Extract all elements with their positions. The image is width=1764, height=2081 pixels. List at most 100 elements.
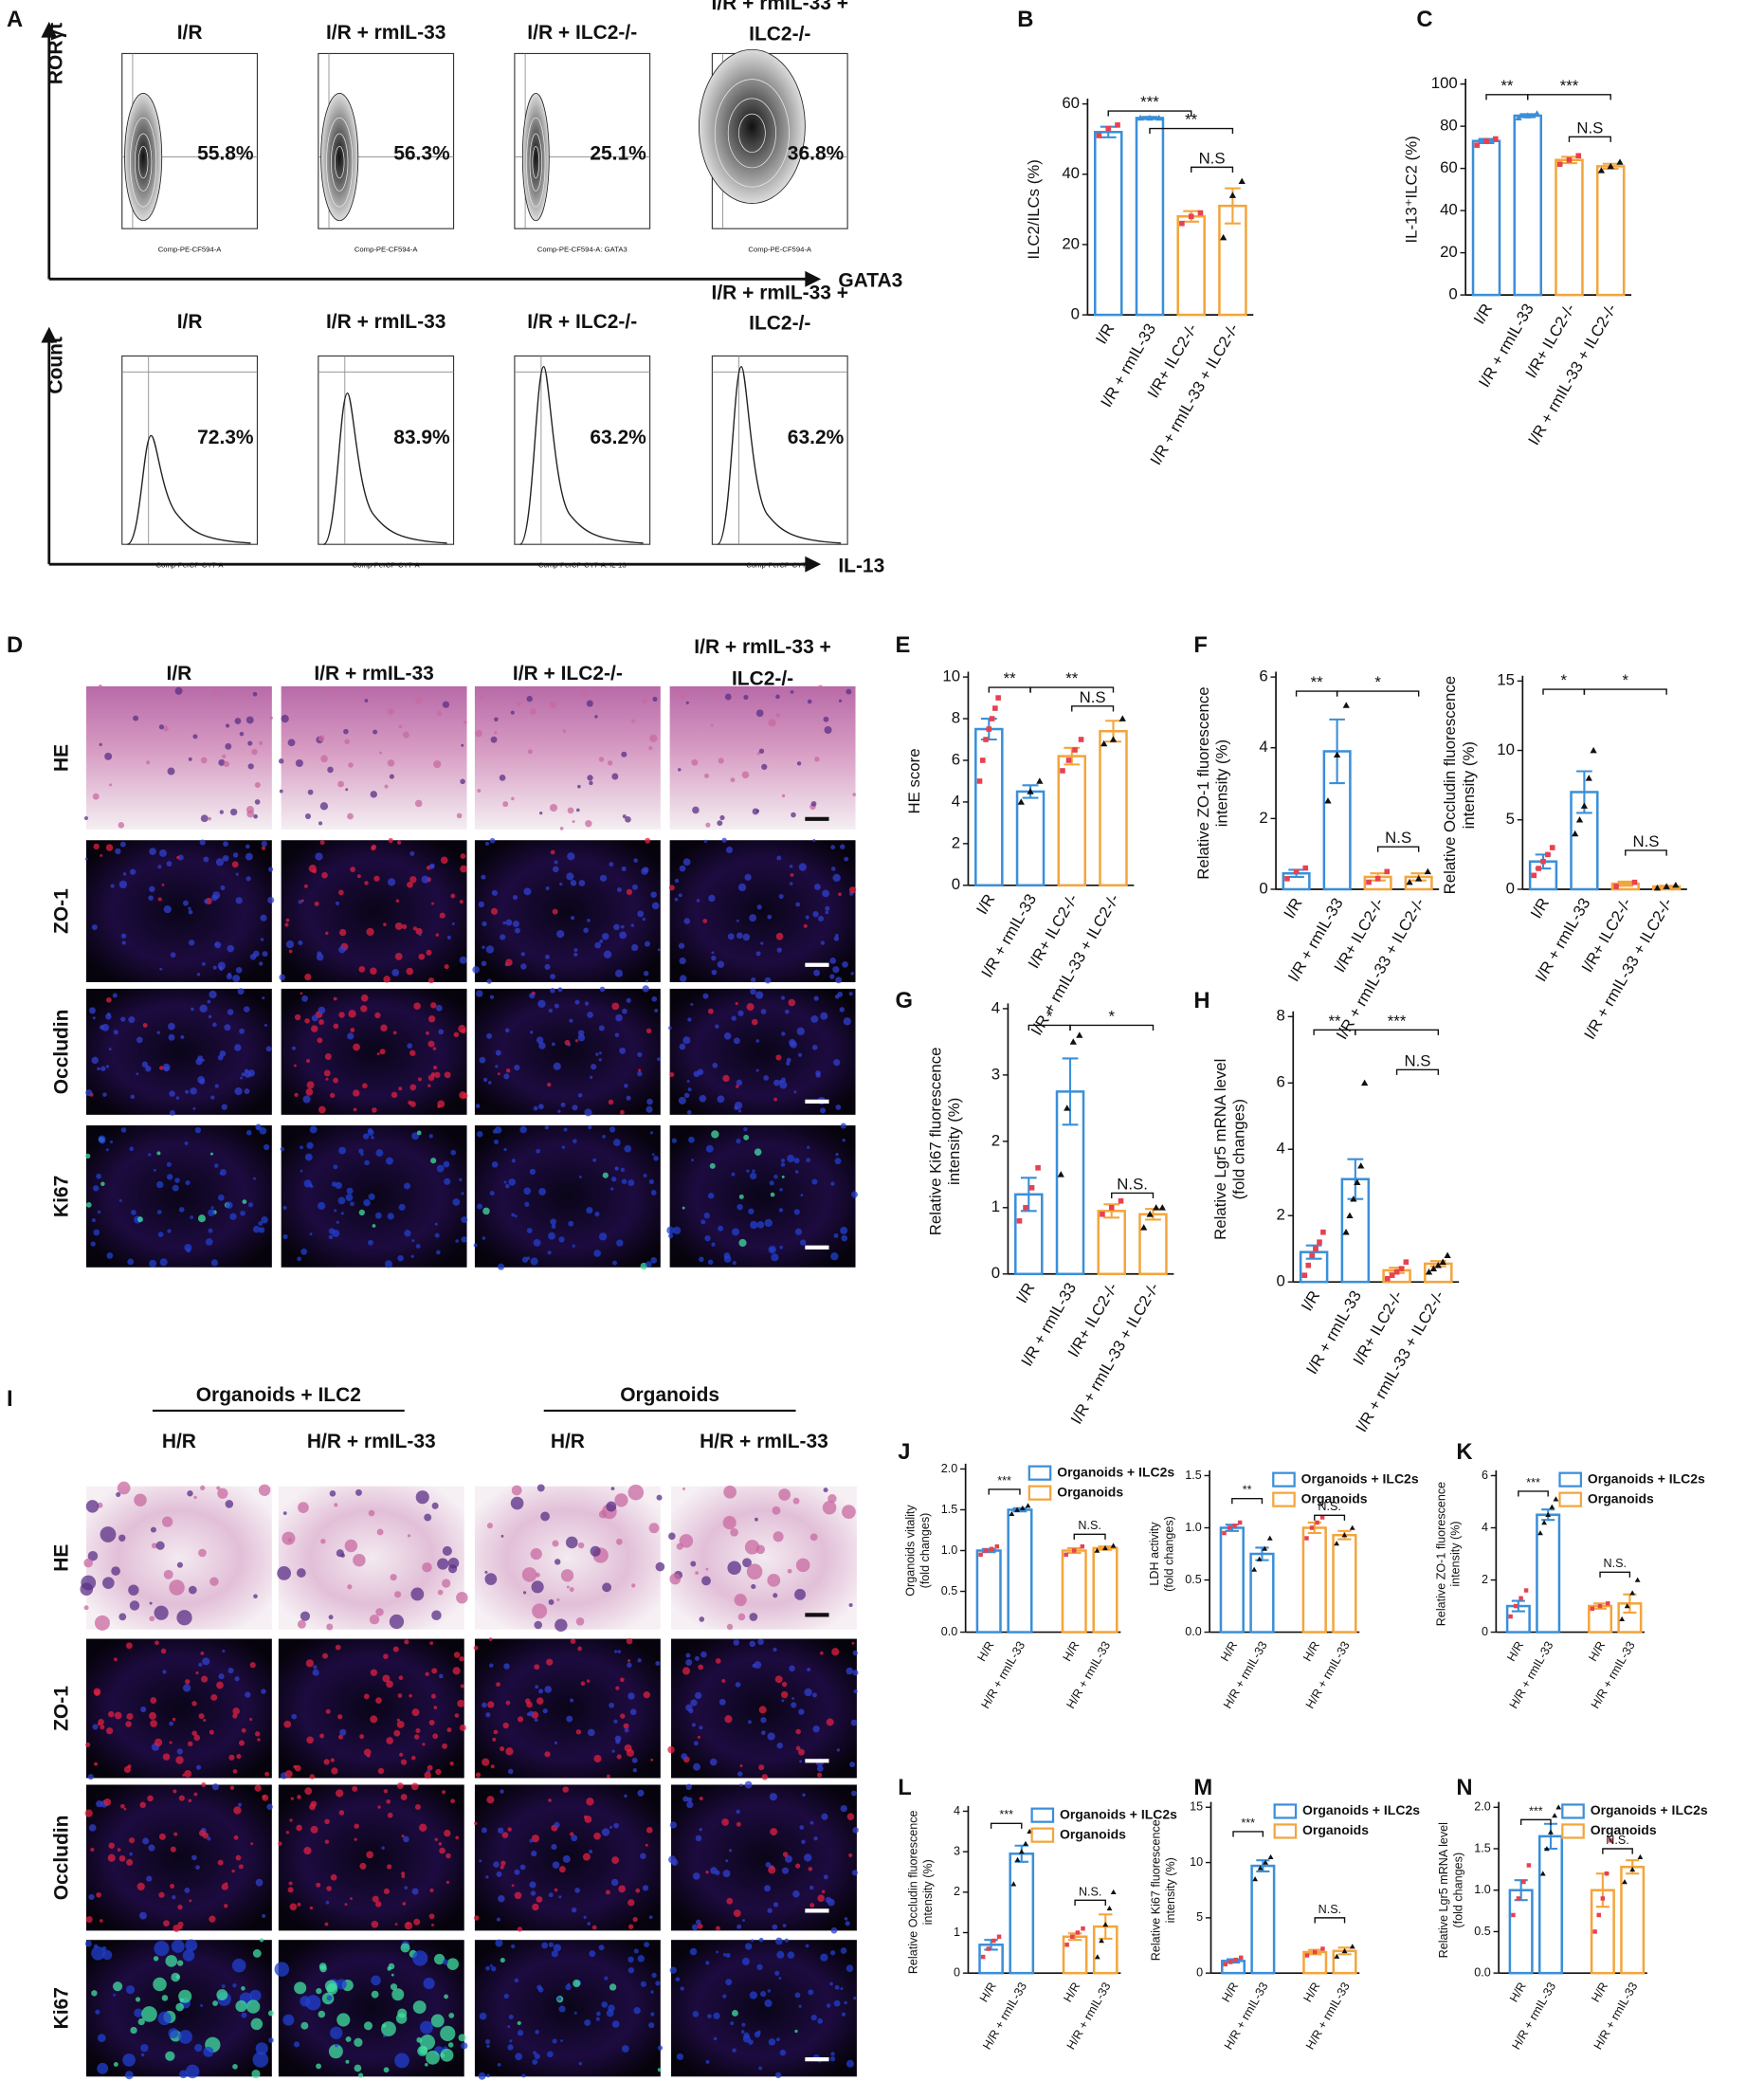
image-speckle [787, 1154, 795, 1163]
x-tick-label: I/R [1092, 320, 1118, 347]
significance-bracket [1191, 166, 1234, 173]
image-speckle [376, 1528, 384, 1536]
image-speckle [624, 1144, 632, 1153]
image-speckle [784, 1854, 792, 1863]
image-speckle [837, 992, 844, 997]
histology-image [472, 837, 661, 984]
image-speckle [548, 1008, 554, 1013]
image-speckle [761, 1730, 766, 1736]
axis-channel-label: Comp-PE-CF594-A: GATA3 [537, 246, 627, 254]
data-point [989, 1546, 994, 1552]
data-point [1545, 851, 1551, 858]
image-speckle [458, 1025, 466, 1033]
image-speckle [321, 871, 328, 879]
image-speckle [128, 1016, 136, 1024]
image-speckle [779, 1081, 788, 1089]
data-point [1179, 220, 1185, 227]
legend-label: Organoids + ILC2s [1302, 1802, 1420, 1817]
image-speckle [505, 919, 513, 926]
image-speckle [535, 2029, 539, 2035]
image-speckle [457, 1699, 465, 1707]
image-speckle [778, 1208, 784, 1213]
image-speckle [216, 1989, 228, 2000]
image-speckle [201, 1058, 205, 1062]
image-speckle [354, 2064, 362, 2072]
image-speckle [652, 696, 658, 703]
image-speckle [789, 882, 793, 885]
image-speckle [750, 988, 756, 995]
image-speckle [157, 2011, 172, 2026]
image-speckle [440, 856, 448, 865]
image-speckle [88, 1824, 97, 1832]
y-tick-label: 60 [1440, 158, 1458, 176]
image-speckle [796, 761, 802, 766]
image-speckle [812, 911, 819, 918]
image-speckle [231, 861, 239, 868]
image-speckle [782, 1852, 789, 1857]
image-speckle [611, 1002, 620, 1011]
image-speckle [310, 1800, 318, 1808]
image-speckle [494, 717, 499, 722]
image-speckle [653, 1156, 659, 1161]
image-speckle [681, 1753, 688, 1761]
image-background [671, 1940, 857, 2077]
image-speckle [157, 897, 162, 902]
y-tick-label: 0.5 [1474, 1925, 1491, 1938]
y-tick-label: 100 [1431, 74, 1458, 92]
image-speckle [389, 1614, 405, 1630]
image-speckle [253, 1177, 256, 1180]
significance-bracket [1485, 94, 1529, 100]
image-speckle [572, 1908, 577, 1913]
image-speckle [161, 1995, 169, 2001]
x-tick-label: I/R [1298, 1287, 1323, 1314]
image-speckle [124, 2071, 134, 2080]
image-speckle [803, 923, 808, 928]
image-speckle [640, 1853, 646, 1859]
image-speckle [92, 1724, 99, 1730]
image-speckle [786, 1057, 791, 1063]
arrow-head [41, 21, 58, 38]
image-speckle [91, 924, 98, 931]
gate-percent: 36.8% [788, 142, 845, 164]
image-speckle [387, 759, 395, 767]
image-speckle [128, 1584, 139, 1596]
image-speckle [208, 1209, 215, 1217]
image-speckle [253, 813, 258, 819]
data-point [1100, 1212, 1105, 1217]
image-speckle [431, 902, 435, 905]
image-speckle [125, 1642, 133, 1650]
image-speckle [501, 1832, 509, 1838]
image-speckle [562, 1854, 571, 1863]
image-speckle [610, 1487, 615, 1491]
image-speckle [624, 1727, 629, 1733]
data-point [1108, 1205, 1115, 1211]
image-speckle [479, 2012, 487, 2020]
image-speckle [590, 1075, 593, 1079]
image-speckle [530, 1257, 538, 1266]
image-speckle [494, 731, 498, 735]
image-background [85, 1486, 272, 1630]
image-speckle [414, 799, 423, 808]
image-speckle [642, 697, 648, 703]
bar [1061, 1549, 1087, 1634]
image-speckle [548, 1598, 555, 1605]
image-speckle [410, 1587, 425, 1601]
image-speckle [733, 1639, 740, 1646]
image-speckle [490, 736, 498, 743]
image-speckle [262, 996, 265, 1000]
y-tick-label: 4 [1482, 1521, 1488, 1534]
legend-label: Organoids + ILC2s [1588, 1470, 1705, 1486]
data-point [1110, 1889, 1117, 1895]
y-tick-label: 2 [1277, 1206, 1285, 1224]
image-speckle [577, 1646, 582, 1652]
image-speckle [806, 1158, 810, 1163]
image-speckle [400, 1943, 410, 1953]
image-speckle [390, 1983, 398, 1991]
data-point [1096, 133, 1102, 138]
y-axis-title: (fold changes) [1452, 1853, 1465, 1928]
image-speckle [101, 1946, 107, 1952]
image-speckle [679, 1043, 686, 1050]
image-speckle [166, 1161, 172, 1167]
image-speckle [564, 1039, 571, 1046]
image-speckle [657, 1057, 662, 1062]
